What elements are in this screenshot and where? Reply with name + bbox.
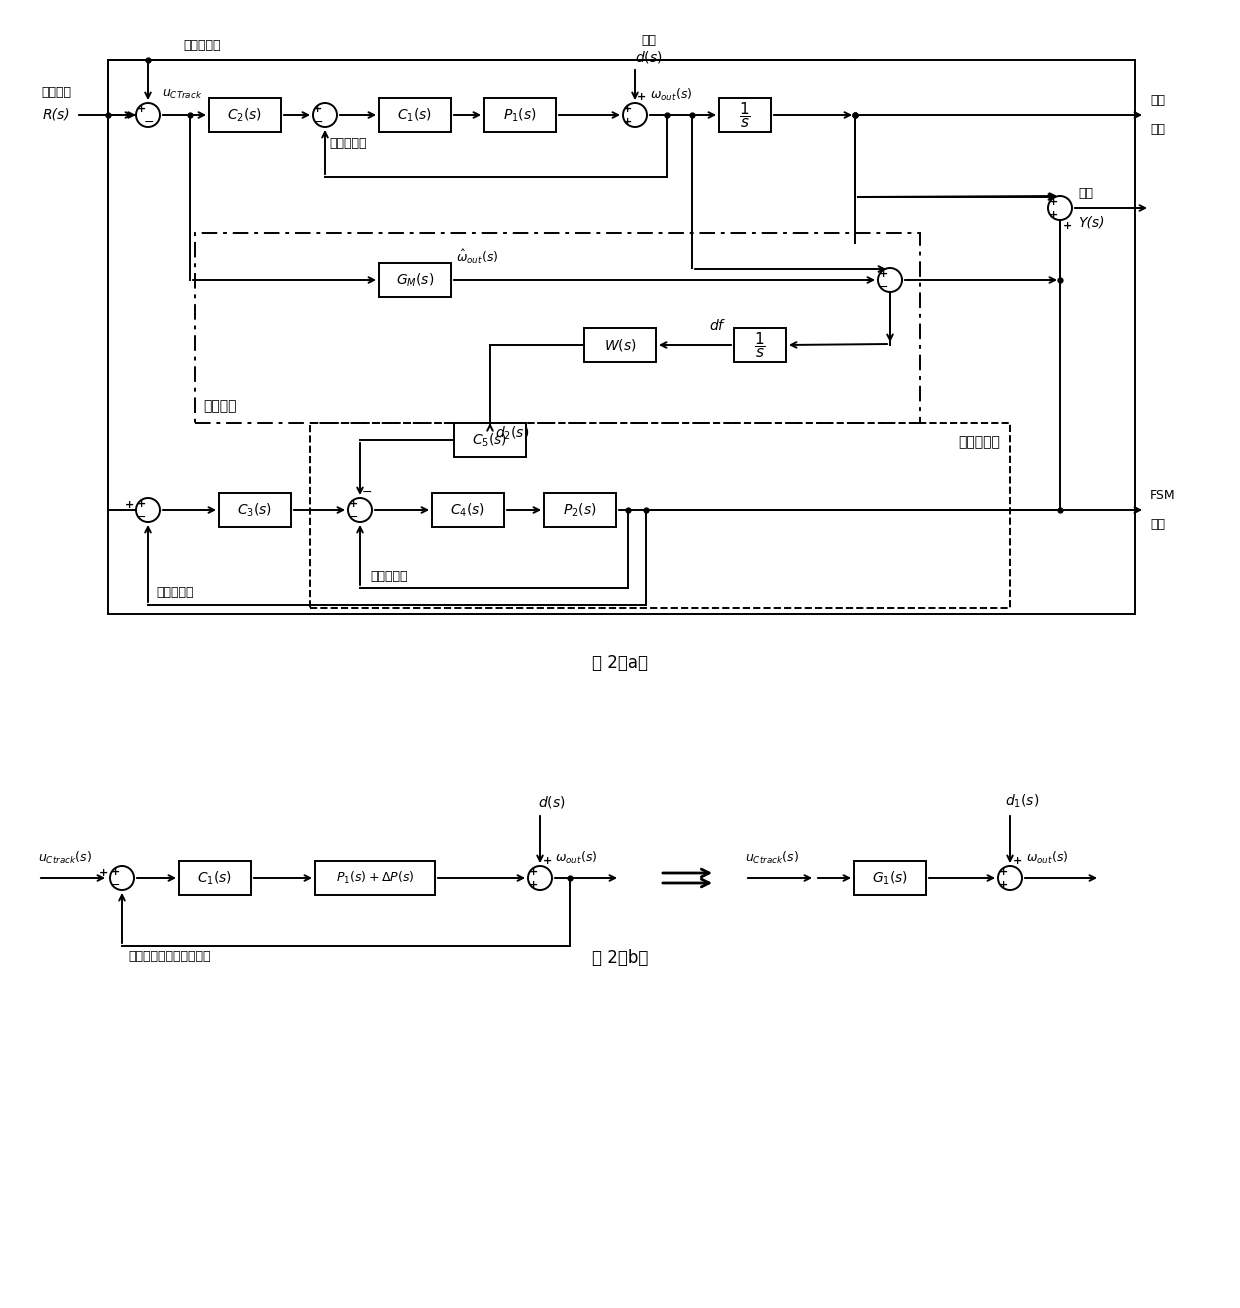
Text: 图 2（b）: 图 2（b） — [591, 950, 649, 967]
Circle shape — [1048, 196, 1073, 220]
Bar — [454, 422, 526, 456]
Text: $u_{Ctrack}(s)$: $u_{Ctrack}(s)$ — [745, 850, 799, 866]
Text: 精跟踪回路: 精跟踪回路 — [156, 586, 193, 599]
Circle shape — [528, 866, 552, 889]
Text: $G_1(s)$: $G_1(s)$ — [872, 870, 908, 887]
Text: $d(s)$: $d(s)$ — [635, 48, 663, 65]
Text: 扰动解耦: 扰动解耦 — [203, 399, 237, 413]
Text: +: + — [348, 498, 357, 509]
Text: 陀螺速度反馈粗稳定回路: 陀螺速度反馈粗稳定回路 — [128, 950, 211, 963]
Bar — [379, 263, 451, 297]
Bar — [854, 861, 926, 895]
Text: $W(s)$: $W(s)$ — [604, 337, 636, 353]
Text: +: + — [624, 105, 632, 114]
Bar — [210, 98, 281, 132]
Text: $P_1(s)+\Delta P(s)$: $P_1(s)+\Delta P(s)$ — [336, 870, 414, 886]
Circle shape — [998, 866, 1022, 889]
Text: $\dfrac{1}{s}$: $\dfrac{1}{s}$ — [739, 101, 751, 129]
Text: $u_{Ctrack}(s)$: $u_{Ctrack}(s)$ — [38, 850, 92, 866]
Text: $df$: $df$ — [708, 318, 725, 334]
Bar — [719, 98, 771, 132]
Text: 目标位置: 目标位置 — [41, 86, 71, 99]
Text: −: − — [312, 115, 324, 128]
Text: +: + — [1012, 855, 1022, 866]
Text: $\omega_{out}(s)$: $\omega_{out}(s)$ — [1025, 850, 1069, 866]
Text: −: − — [347, 510, 358, 523]
Text: $u_{CTrack}$: $u_{CTrack}$ — [162, 88, 202, 101]
Text: $d(s)$: $d(s)$ — [538, 794, 565, 810]
Text: 粗稳定回路: 粗稳定回路 — [329, 137, 367, 150]
Text: +: + — [1048, 211, 1058, 220]
Text: +: + — [110, 867, 119, 876]
Text: −: − — [878, 280, 888, 293]
Bar — [484, 98, 556, 132]
Text: −: − — [135, 510, 146, 523]
Text: $d_1(s)$: $d_1(s)$ — [1004, 793, 1039, 810]
Text: $\hat{\omega}_{out}(s)$: $\hat{\omega}_{out}(s)$ — [456, 247, 498, 266]
Circle shape — [136, 498, 160, 522]
Text: $\dfrac{1}{s}$: $\dfrac{1}{s}$ — [754, 330, 766, 360]
Text: $G_M(s)$: $G_M(s)$ — [396, 271, 434, 289]
Text: +: + — [99, 869, 109, 878]
Bar — [219, 493, 291, 527]
Text: +: + — [314, 105, 322, 114]
Bar — [108, 60, 1135, 613]
Bar — [379, 98, 451, 132]
Text: 图 2（a）: 图 2（a） — [591, 654, 649, 672]
Bar — [432, 493, 503, 527]
Bar — [584, 328, 656, 362]
Bar — [179, 861, 250, 895]
Text: +: + — [624, 116, 632, 127]
Text: $d_2(s)$: $d_2(s)$ — [495, 425, 529, 442]
Text: $\omega_{out}(s)$: $\omega_{out}(s)$ — [650, 86, 692, 103]
Text: 扰动: 扰动 — [641, 34, 656, 47]
Circle shape — [622, 103, 647, 127]
Text: R(s): R(s) — [42, 109, 69, 122]
Text: +: + — [637, 92, 646, 102]
Text: 位置: 位置 — [1149, 123, 1166, 136]
Bar — [195, 233, 920, 422]
Text: 位置内回路: 位置内回路 — [370, 570, 408, 583]
Text: FSM: FSM — [1149, 489, 1176, 502]
Text: $\omega_{out}(s)$: $\omega_{out}(s)$ — [556, 850, 598, 866]
Text: −: − — [362, 485, 372, 498]
Text: +: + — [136, 498, 145, 509]
Text: 视轴: 视轴 — [1078, 187, 1092, 200]
Text: $C_3(s)$: $C_3(s)$ — [237, 501, 273, 519]
Text: +: + — [542, 855, 552, 866]
Text: $P_1(s)$: $P_1(s)$ — [503, 106, 537, 124]
Text: +: + — [998, 880, 1008, 889]
Circle shape — [878, 268, 901, 292]
Text: −: − — [110, 879, 120, 892]
Bar — [315, 861, 435, 895]
Text: −: − — [144, 115, 154, 128]
Text: 精稳定控制: 精稳定控制 — [959, 436, 999, 449]
Text: +: + — [1048, 198, 1058, 207]
Circle shape — [348, 498, 372, 522]
Text: +: + — [125, 500, 135, 510]
Bar — [310, 422, 1011, 608]
Text: +: + — [136, 105, 145, 114]
Text: Y(s): Y(s) — [1078, 216, 1105, 230]
Text: $C_1(s)$: $C_1(s)$ — [398, 106, 433, 124]
Text: $C_2(s)$: $C_2(s)$ — [227, 106, 263, 124]
Circle shape — [136, 103, 160, 127]
Text: +: + — [878, 269, 888, 279]
Text: 位置: 位置 — [1149, 518, 1166, 531]
Text: +: + — [528, 880, 538, 889]
Bar — [544, 493, 616, 527]
Text: $P_2(s)$: $P_2(s)$ — [563, 501, 596, 519]
Circle shape — [110, 866, 134, 889]
Text: +: + — [528, 867, 538, 876]
Text: 粗跟踪回路: 粗跟踪回路 — [184, 39, 221, 52]
Text: 机架: 机架 — [1149, 94, 1166, 107]
Bar — [734, 328, 786, 362]
Text: +: + — [998, 867, 1008, 876]
Text: $C_5(s)$: $C_5(s)$ — [472, 432, 507, 449]
Text: $C_1(s)$: $C_1(s)$ — [197, 870, 233, 887]
Circle shape — [312, 103, 337, 127]
Text: $C_4(s)$: $C_4(s)$ — [450, 501, 486, 519]
Text: +: + — [1063, 221, 1071, 232]
